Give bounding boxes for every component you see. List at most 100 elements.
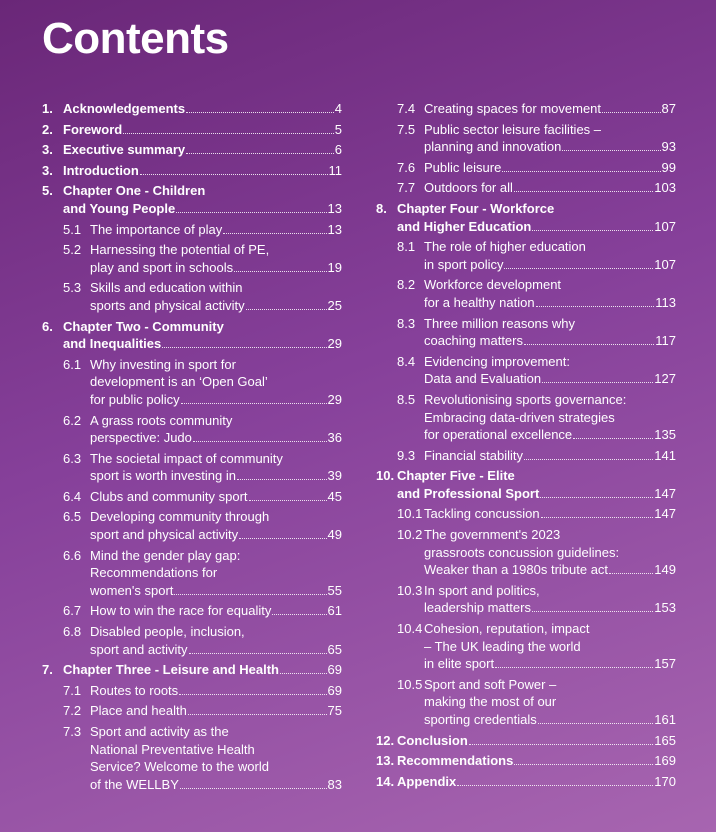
entry-line: and Higher Education 107 <box>397 218 676 236</box>
entry-number: 12. <box>376 732 395 748</box>
entry-line: Service? Welcome to the world <box>90 758 342 776</box>
section-entry: 7.3 Sport and activity as the National Pre… <box>42 723 342 793</box>
entry-text: Weaker than a 1980s tribute act <box>424 562 609 578</box>
page-number: 4 <box>334 101 342 116</box>
entry-text: in sport policy <box>424 256 504 272</box>
entry-number: 5.2 <box>63 242 82 258</box>
entry-number: 6. <box>42 318 53 334</box>
section-entry: 6.2 A grass roots community perspective: J… <box>42 412 342 447</box>
entry-text: perspective: Judo <box>90 430 192 446</box>
entry-text: Data and Evaluation <box>424 371 542 387</box>
entry-number: 8. <box>376 200 387 216</box>
entry-body: The role of higher education in sport pol… <box>424 238 676 273</box>
page-number: 153 <box>654 600 676 616</box>
chapter-entry: 2. Foreword 5 <box>42 121 342 139</box>
entry-text: Outdoors for all <box>424 180 513 196</box>
entry-number: 2. <box>42 121 53 137</box>
entry-line: – The UK leading the world <box>424 638 676 656</box>
page-number: 69 <box>327 662 342 678</box>
entry-line: Revolutionising sports governance: <box>424 391 676 409</box>
chapter-entry: 3. Executive summary 6 <box>42 141 342 159</box>
dot-leader <box>540 517 654 519</box>
dot-leader <box>188 652 327 654</box>
entry-number: 6.6 <box>63 547 82 563</box>
entry-text: The importance of play <box>90 221 223 237</box>
page-number: 157 <box>654 656 676 672</box>
entry-text: The societal impact of community <box>90 450 283 466</box>
entry-text: Skills and education within <box>90 280 243 296</box>
entry-body: Conclusion 165 <box>397 732 676 750</box>
entry-number: 10.4 <box>397 621 423 637</box>
entry-line: Chapter Five - Elite <box>397 467 676 485</box>
entry-text: National Preventative Health <box>90 741 255 757</box>
dot-leader <box>180 402 327 404</box>
entry-text: for a healthy nation <box>424 294 535 310</box>
entry-line: for operational excellence 135 <box>424 426 676 444</box>
page-number: 25 <box>327 297 342 313</box>
entry-line: Foreword 5 <box>63 121 342 139</box>
entry-number: 7.1 <box>63 682 82 698</box>
entry-body: Public leisure 99 <box>424 159 676 177</box>
entry-text: Appendix <box>397 773 457 789</box>
entry-text: sport and activity <box>90 641 188 657</box>
page-number: 29 <box>327 336 342 352</box>
entry-number: 3. <box>42 162 53 178</box>
entry-line: In sport and politics, <box>424 582 676 600</box>
entry-text: sport is worth investing in <box>90 468 236 484</box>
entry-text: sporting credentials <box>424 712 537 727</box>
entry-text: Revolutionising sports governance: <box>424 391 627 407</box>
dot-leader <box>192 441 327 443</box>
entry-text: Harnessing the potential of PE, <box>90 242 270 258</box>
entry-number: 6.1 <box>63 356 82 372</box>
section-entry: 6.1 Why investing in sport for development… <box>42 356 342 409</box>
entry-text: – The UK leading the world <box>424 638 581 654</box>
dot-leader <box>139 173 328 175</box>
dot-leader <box>504 267 654 269</box>
entry-text: and Young People <box>63 200 176 216</box>
entry-body: Sport and soft Power – making the most of… <box>424 676 676 729</box>
page-number: 45 <box>327 488 342 504</box>
entry-body: Evidencing improvement: Data and Evaluati… <box>424 353 676 388</box>
entry-line: Embracing data-driven strategies <box>424 409 676 427</box>
entry-line: sport and activity 65 <box>90 641 342 659</box>
entry-line: Three million reasons why <box>424 315 676 333</box>
entry-body: Introduction 11 <box>63 162 342 180</box>
entry-line: sports and physical activity 25 <box>90 297 342 315</box>
dot-leader <box>513 191 654 193</box>
entry-line: Recommendations 169 <box>397 752 676 770</box>
entry-number: 8.5 <box>397 391 416 407</box>
chapter-entry: 3. Introduction 11 <box>42 162 342 180</box>
page-number: 6 <box>334 142 342 158</box>
entry-line: perspective: Judo 36 <box>90 429 342 447</box>
dot-leader <box>179 787 327 789</box>
entry-text: of the WELLBY <box>90 776 179 792</box>
entry-line: Routes to roots 69 <box>90 682 342 700</box>
page-number: 55 <box>327 582 342 598</box>
section-entry: 6.7 How to win the race for equality 61 <box>42 602 342 620</box>
entry-line: Disabled people, inclusion, <box>90 623 342 641</box>
entry-line: coaching matters 117 <box>424 332 676 350</box>
page-number: 83 <box>327 776 342 792</box>
entry-line: Financial stability 141 <box>424 447 676 465</box>
entry-text: development is an ‘Open Goal’ <box>90 374 268 390</box>
entry-body: Chapter Five - Elite and Professional Spo… <box>397 467 676 502</box>
page-number: 170 <box>654 773 676 789</box>
section-entry: 8.5 Revolutionising sports governance: Emb… <box>376 391 676 444</box>
section-entry: 7.2 Place and health 75 <box>42 702 342 720</box>
page-number: 19 <box>327 259 342 275</box>
page-number: 127 <box>654 371 676 387</box>
section-entry: 10.2 The government's 2023 grassroots conc… <box>376 526 676 579</box>
entry-line: Outdoors for all 103 <box>424 179 676 197</box>
entry-text: The government's 2023 <box>424 527 561 543</box>
chapter-entry: 5. Chapter One - Children and Young People… <box>42 182 342 217</box>
entry-line: Appendix 170 <box>397 773 676 791</box>
section-entry: 7.1 Routes to roots 69 <box>42 682 342 700</box>
entry-number: 5. <box>42 183 53 199</box>
entry-body: Executive summary 6 <box>63 141 342 159</box>
entry-text: Financial stability <box>424 447 523 463</box>
entry-text: Creating spaces for movement <box>424 101 602 116</box>
entry-text: Chapter One - Children <box>63 183 206 199</box>
entry-number: 9.3 <box>397 447 416 463</box>
entry-body: Foreword 5 <box>63 121 342 139</box>
page-number: 169 <box>654 753 676 769</box>
